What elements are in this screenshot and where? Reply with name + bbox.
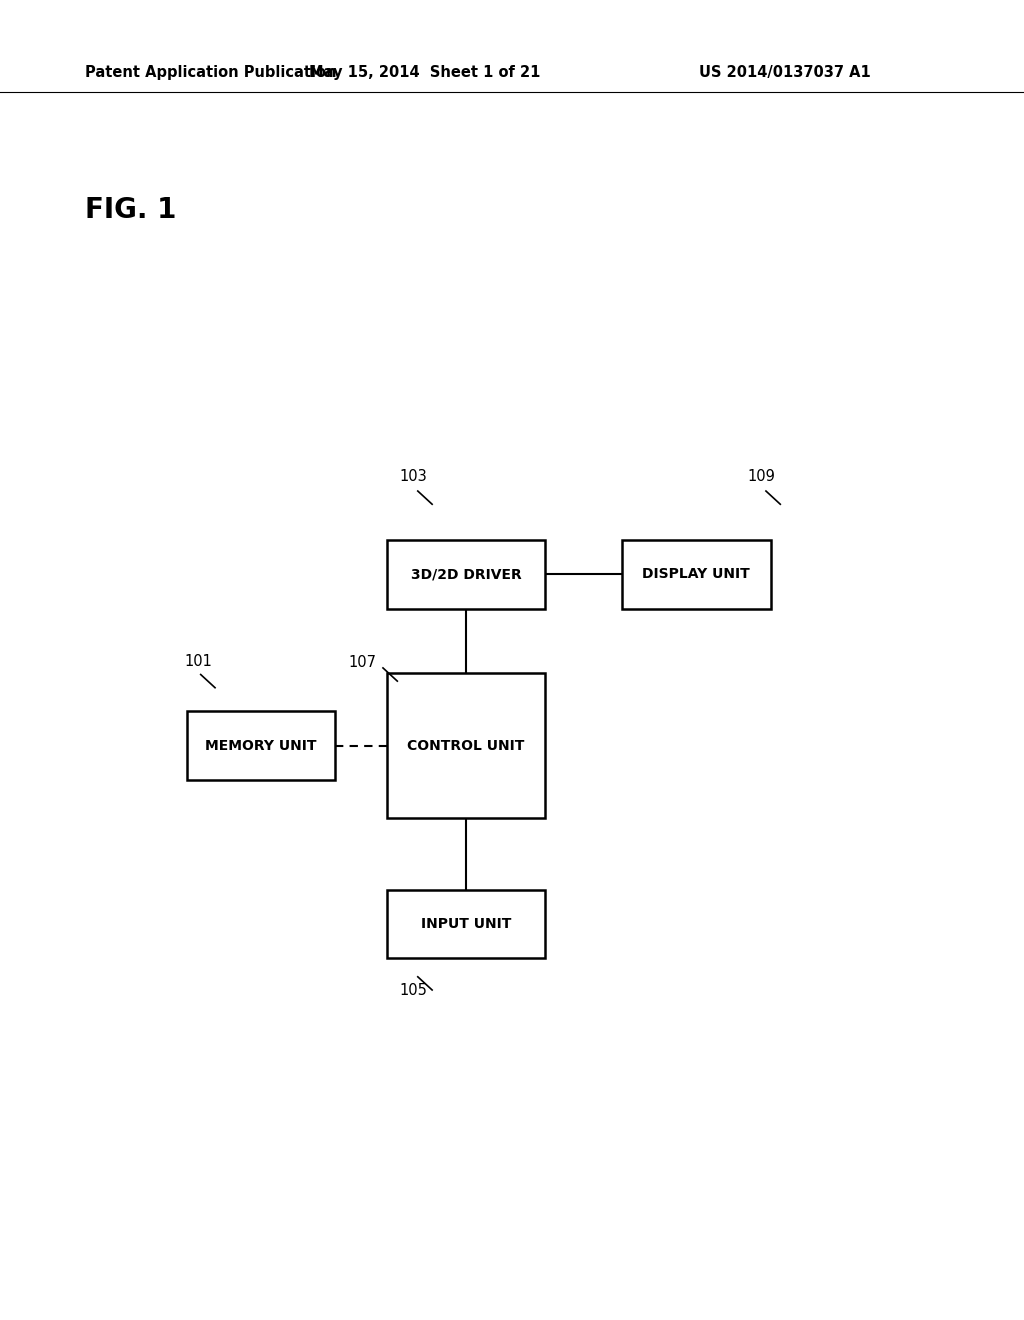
Text: MEMORY UNIT: MEMORY UNIT: [206, 739, 316, 752]
Text: CONTROL UNIT: CONTROL UNIT: [408, 739, 524, 752]
Text: 3D/2D DRIVER: 3D/2D DRIVER: [411, 568, 521, 581]
Bar: [186, 711, 336, 780]
Text: INPUT UNIT: INPUT UNIT: [421, 917, 511, 931]
Text: May 15, 2014  Sheet 1 of 21: May 15, 2014 Sheet 1 of 21: [309, 65, 541, 81]
Bar: [623, 540, 771, 609]
Bar: [387, 673, 545, 818]
Bar: [387, 890, 545, 958]
Text: Patent Application Publication: Patent Application Publication: [85, 65, 337, 81]
Bar: [387, 540, 545, 609]
Text: FIG. 1: FIG. 1: [85, 195, 176, 224]
Text: DISPLAY UNIT: DISPLAY UNIT: [642, 568, 751, 581]
Text: 109: 109: [748, 470, 775, 484]
Text: 105: 105: [399, 983, 427, 998]
Text: US 2014/0137037 A1: US 2014/0137037 A1: [698, 65, 870, 81]
Text: 101: 101: [184, 655, 212, 669]
Text: 103: 103: [399, 470, 427, 484]
Text: 107: 107: [349, 655, 377, 671]
